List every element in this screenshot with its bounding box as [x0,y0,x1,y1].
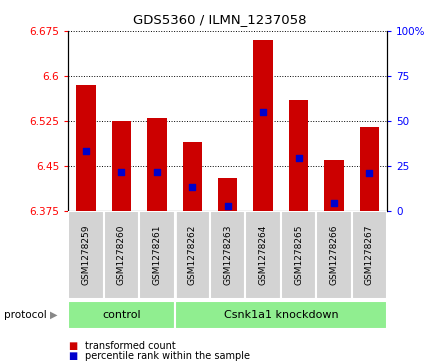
Text: percentile rank within the sample: percentile rank within the sample [85,351,250,362]
FancyBboxPatch shape [281,211,316,299]
Bar [218,178,238,211]
Point [260,109,267,115]
Text: GSM1278263: GSM1278263 [223,225,232,285]
Point [118,169,125,175]
Text: Csnk1a1 knockdown: Csnk1a1 knockdown [224,310,338,320]
Text: ■: ■ [68,351,77,362]
Bar [289,100,308,211]
Bar [76,85,95,211]
Bar [112,121,131,211]
Text: GSM1278261: GSM1278261 [152,225,161,285]
Point [189,184,196,189]
Bar [324,160,344,211]
FancyBboxPatch shape [352,211,387,299]
Text: GSM1278267: GSM1278267 [365,225,374,285]
Bar [253,40,273,211]
Point [295,155,302,161]
Text: control: control [102,310,141,320]
FancyBboxPatch shape [139,211,175,299]
Point [330,200,337,206]
Text: transformed count: transformed count [85,340,176,351]
Text: GSM1278265: GSM1278265 [294,225,303,285]
Text: GSM1278260: GSM1278260 [117,225,126,285]
Point [153,169,160,175]
Text: GSM1278262: GSM1278262 [188,225,197,285]
Text: protocol: protocol [4,310,47,320]
FancyBboxPatch shape [175,211,210,299]
Text: ■: ■ [68,340,77,351]
Bar [360,127,379,211]
Text: GSM1278266: GSM1278266 [330,225,338,285]
Text: GSM1278264: GSM1278264 [259,225,268,285]
FancyBboxPatch shape [68,301,175,329]
Text: GDS5360 / ILMN_1237058: GDS5360 / ILMN_1237058 [133,13,307,26]
Text: ▶: ▶ [50,310,58,320]
FancyBboxPatch shape [104,211,139,299]
FancyBboxPatch shape [246,211,281,299]
FancyBboxPatch shape [316,211,352,299]
Point [366,170,373,176]
Bar [147,118,167,211]
Point [224,203,231,209]
FancyBboxPatch shape [175,301,387,329]
Bar [183,142,202,211]
Point [82,148,89,154]
FancyBboxPatch shape [68,211,104,299]
FancyBboxPatch shape [210,211,246,299]
Text: GSM1278259: GSM1278259 [81,225,91,285]
